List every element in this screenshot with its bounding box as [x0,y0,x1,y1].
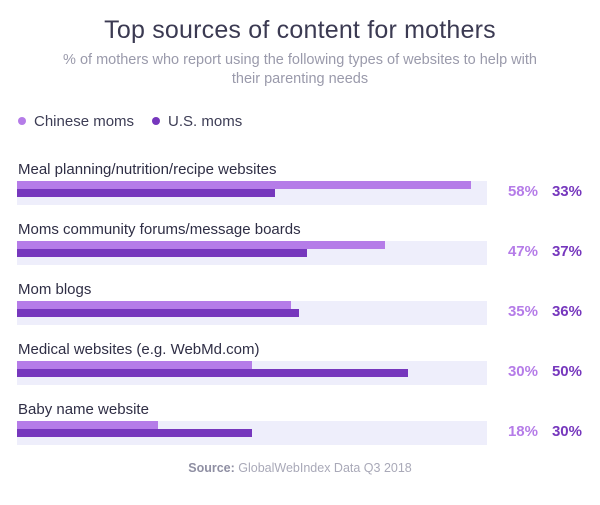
bar-chinese-moms [17,181,471,189]
legend: Chinese moms U.S. moms [18,112,260,130]
legend-swatch-us [152,117,161,125]
value-label-chinese-moms: 35% [507,303,538,320]
source-label: Source: [188,461,235,475]
bar-us-moms [17,309,299,317]
bar-chinese-moms [17,301,291,309]
bar-us-moms [17,249,307,257]
category-label: Moms community forums/message boards [18,221,301,238]
category-label: Medical websites (e.g. WebMd.com) [18,341,260,358]
value-label-chinese-moms: 30% [507,363,538,380]
value-label-chinese-moms: 18% [507,423,538,440]
source-text: GlobalWebIndex Data Q3 2018 [238,461,412,475]
legend-label-chinese: Chinese moms [34,112,135,130]
bar-chinese-moms [17,421,158,429]
legend-label-us: U.S. moms [168,112,243,130]
bar-chinese-moms [17,241,385,249]
chart-title: Top sources of content for mothers [104,16,496,44]
bar-us-moms [17,369,408,377]
legend-swatch-chinese [18,117,26,125]
value-label-us-moms: 33% [551,183,582,200]
category-label: Meal planning/nutrition/recipe websites [18,161,277,178]
value-label-us-moms: 50% [551,363,582,380]
bar-us-moms [17,189,275,197]
value-label-us-moms: 37% [551,243,582,260]
bar-chinese-moms [17,361,252,369]
value-label-us-moms: 30% [551,423,582,440]
value-label-us-moms: 36% [551,303,582,320]
legend-item-us: U.S. moms [152,113,242,130]
bar-us-moms [17,429,252,437]
category-label: Mom blogs [18,281,92,298]
chart-subtitle: % of mothers who report using the follow… [63,52,537,87]
value-label-chinese-moms: 47% [507,243,538,260]
value-label-chinese-moms: 58% [507,183,538,200]
legend-item-chinese: Chinese moms [18,113,134,130]
source-note: Source: GlobalWebIndex Data Q3 2018 [0,461,600,475]
category-label: Baby name website [18,401,149,418]
